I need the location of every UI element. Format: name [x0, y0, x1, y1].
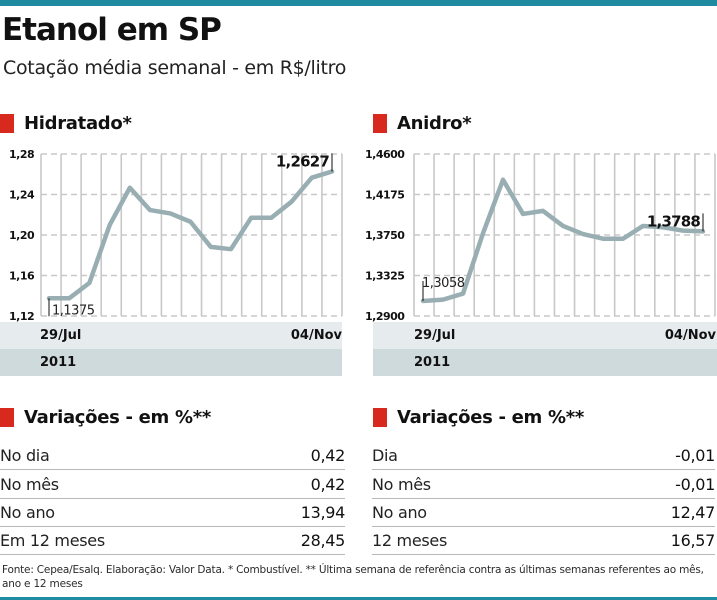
data-point [462, 292, 464, 295]
section-marker-icon [373, 114, 387, 133]
x-start-label: 29/Jul [414, 328, 456, 343]
data-point [602, 237, 604, 240]
data-point [229, 248, 232, 251]
data-point [310, 176, 313, 179]
data-point [149, 209, 152, 212]
y-tick-label: 1,24 [9, 189, 35, 202]
year-label: 2011 [414, 355, 451, 370]
variacoes-header-left: Variações - em %** [0, 407, 211, 428]
y-tick-label: 1,28 [9, 148, 34, 161]
footer-note: Fonte: Cepea/Esalq. Elaboração: Valor Da… [2, 564, 704, 590]
data-point [68, 297, 71, 300]
year-label: 2011 [40, 355, 77, 370]
row-value: -0,01 [675, 446, 715, 465]
variacoes-title: Variações - em %** [24, 407, 211, 428]
date-band [373, 322, 717, 349]
table-row: No dia 0,42 [0, 442, 345, 470]
y-tick-label: 1,3750 [365, 229, 405, 242]
end-value-label: 1,2627 [276, 153, 329, 171]
data-point [482, 232, 484, 235]
year-band [0, 349, 342, 376]
series-line-hidratado [46, 169, 335, 301]
x-end-label: 04/Nov [664, 328, 716, 343]
row-label: No dia [0, 446, 50, 465]
data-point [522, 212, 524, 215]
row-label: No ano [372, 503, 427, 522]
data-point [662, 226, 664, 229]
table-row: Em 12 meses 28,45 [0, 527, 345, 555]
row-value: 13,94 [300, 503, 346, 522]
row-label: No mês [0, 475, 59, 494]
data-point [270, 216, 273, 219]
section-title: Anidro* [397, 113, 472, 134]
table-row: 12 meses 16,57 [372, 527, 715, 555]
data-point [169, 212, 172, 215]
top-accent-bar [0, 0, 717, 6]
start-value-label: 1,3058 [422, 276, 465, 291]
row-label: Em 12 meses [0, 531, 105, 550]
start-value-label: 1,1375 [52, 303, 95, 318]
data-point [502, 178, 504, 181]
data-point [189, 220, 192, 223]
data-point [582, 233, 584, 236]
data-point [542, 209, 544, 212]
y-tick-label: 1,4175 [365, 189, 404, 202]
data-point [88, 281, 91, 284]
row-value: 12,47 [670, 503, 716, 522]
data-point [622, 237, 624, 240]
section-header-anidro: Anidro* [373, 113, 472, 134]
table-row: Dia -0,01 [372, 442, 715, 470]
year-band [373, 349, 717, 376]
section-marker-icon [0, 408, 14, 427]
data-point [682, 229, 684, 232]
variacoes-header-right: Variações - em %** [373, 407, 584, 428]
data-point [702, 230, 704, 233]
page-title: Etanol em SP [2, 12, 222, 48]
y-tick-label: 1,3325 [365, 270, 404, 283]
data-point [250, 216, 253, 219]
row-label: No mês [372, 475, 431, 494]
data-point [422, 299, 424, 302]
data-point [642, 224, 644, 227]
end-value-label: 1,3788 [647, 212, 700, 230]
data-point [128, 186, 131, 189]
table-row: No ano 13,94 [0, 499, 345, 527]
data-point [48, 297, 50, 300]
row-label: Dia [372, 446, 398, 465]
data-point [442, 298, 444, 301]
row-value: 16,57 [670, 531, 716, 550]
section-marker-icon [0, 114, 14, 133]
row-value: -0,01 [675, 475, 715, 494]
row-value: 0,42 [310, 446, 346, 465]
data-point [562, 224, 564, 227]
table-row: No mês -0,01 [372, 471, 715, 499]
bottom-accent-bar [0, 597, 717, 600]
data-point [108, 224, 111, 227]
section-header-hidratado: Hidratado* [0, 113, 132, 134]
row-label: No ano [0, 503, 55, 522]
section-marker-icon [373, 408, 387, 427]
series-line-anidro [420, 177, 706, 304]
section-title: Hidratado* [24, 113, 132, 134]
y-tick-label: 1,16 [9, 270, 35, 283]
table-row: No ano 12,47 [372, 499, 715, 527]
x-start-label: 29/Jul [40, 328, 82, 343]
x-end-label: 04/Nov [290, 328, 342, 343]
page-subtitle: Cotação média semanal - em R$/litro [3, 57, 347, 79]
row-value: 0,42 [310, 475, 346, 494]
row-label: 12 meses [372, 531, 447, 550]
y-tick-label: 1,4600 [365, 148, 405, 161]
table-row: No mês 0,42 [0, 471, 345, 499]
date-band [0, 322, 342, 349]
row-value: 28,45 [300, 531, 346, 550]
data-point [209, 245, 212, 248]
y-tick-label: 1,20 [9, 229, 35, 242]
data-point [290, 200, 293, 203]
data-point [331, 170, 333, 173]
variacoes-title: Variações - em %** [397, 407, 584, 428]
